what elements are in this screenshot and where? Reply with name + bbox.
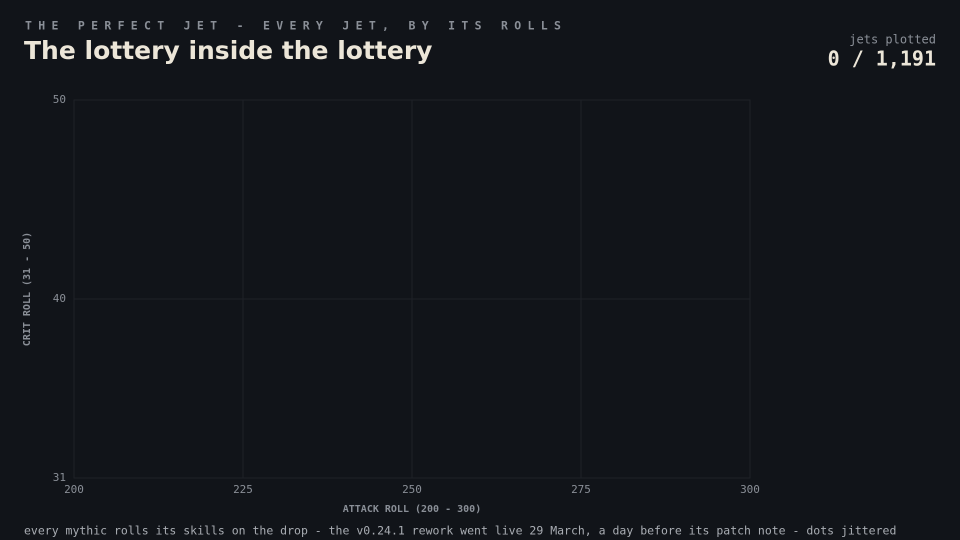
counter: 0 / 1,191 bbox=[828, 47, 936, 71]
footnote: every mythic rolls its skills on the dro… bbox=[24, 524, 896, 538]
x-tick-label: 225 bbox=[233, 483, 253, 496]
y-tick-label: 31 bbox=[53, 471, 66, 484]
counter-label: jets plotted bbox=[849, 33, 936, 47]
x-tick-label: 200 bbox=[64, 483, 84, 496]
x-axis-label: ATTACK ROLL (200 - 300) bbox=[343, 504, 481, 515]
x-tick-label: 300 bbox=[740, 483, 760, 496]
y-tick-label: 40 bbox=[53, 292, 66, 305]
chart-title: The lottery inside the lottery bbox=[24, 36, 432, 65]
y-axis-label: CRIT ROLL (31 - 50) bbox=[22, 232, 33, 346]
x-tick-label: 275 bbox=[571, 483, 591, 496]
eyebrow: THE PERFECT JET - EVERY JET, BY ITS ROLL… bbox=[25, 19, 567, 33]
x-tick-label: 250 bbox=[402, 483, 422, 496]
y-tick-label: 50 bbox=[53, 93, 66, 106]
